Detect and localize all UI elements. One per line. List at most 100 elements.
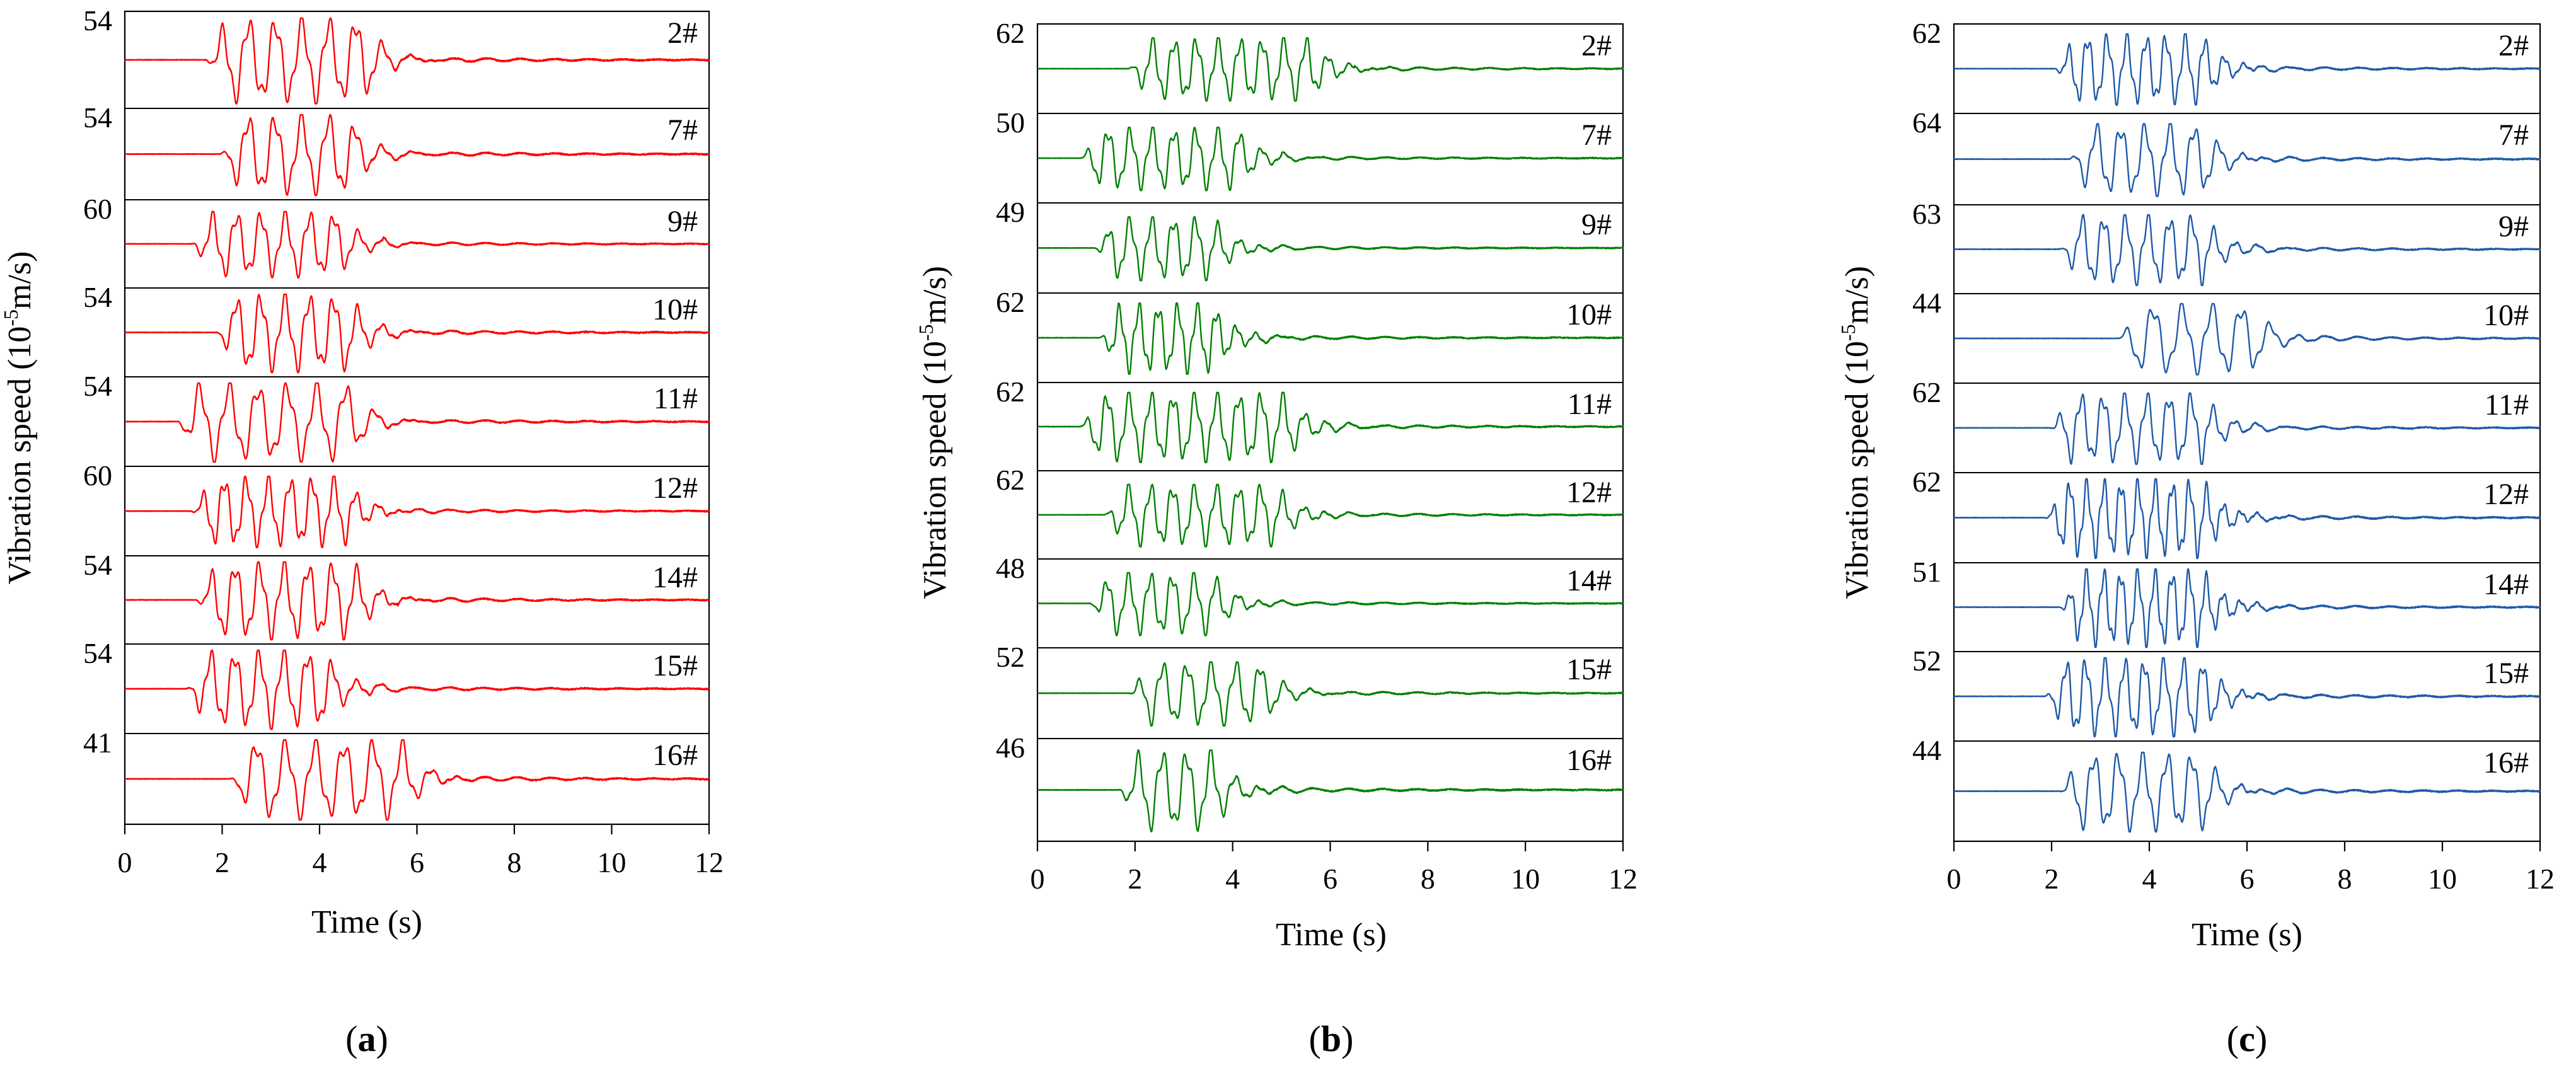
waveform-16 bbox=[124, 739, 710, 821]
panel-label-letter: a bbox=[358, 1018, 376, 1059]
y-axis-label: Vibration speed (10-5m/s) bbox=[0, 251, 38, 585]
x-tick-label: 4 bbox=[2142, 863, 2157, 895]
panel-label-close: ) bbox=[2255, 1018, 2267, 1059]
x-axis-label: Time (s) bbox=[311, 904, 422, 940]
x-tick-label: 8 bbox=[2338, 863, 2352, 895]
channel-label: 7# bbox=[2498, 118, 2529, 152]
channel-peak-label: 54 bbox=[83, 281, 112, 313]
channel-label: 9# bbox=[2498, 210, 2529, 243]
waveform-10 bbox=[124, 293, 710, 374]
y-axis-label-unit: m/s) bbox=[2, 251, 38, 309]
x-tick-label: 0 bbox=[118, 846, 132, 878]
channel-label: 15# bbox=[2483, 657, 2529, 690]
channel-label: 16# bbox=[1566, 744, 1612, 777]
waveform-10 bbox=[1037, 302, 1624, 375]
panel-label-close: ) bbox=[376, 1018, 388, 1059]
channel-peak-label: 62 bbox=[1912, 17, 1941, 49]
channel-label: 11# bbox=[1568, 388, 1612, 421]
panel-label-open: ( bbox=[345, 1018, 357, 1059]
channel-peak-label: 44 bbox=[1912, 734, 1941, 766]
panel-label: (a) bbox=[345, 1018, 388, 1059]
y-axis-label-unit: m/s) bbox=[1839, 266, 1875, 324]
channel-label: 14# bbox=[2483, 568, 2529, 601]
x-tick-label: 12 bbox=[1609, 863, 1637, 895]
waveform-2 bbox=[1953, 33, 2541, 106]
channel-label: 10# bbox=[1566, 298, 1612, 331]
panel-label-letter: c bbox=[2239, 1018, 2255, 1059]
waveform-15 bbox=[1037, 661, 1624, 727]
panel-label-close: ) bbox=[1341, 1018, 1353, 1059]
channel-peak-label: 62 bbox=[996, 376, 1025, 408]
channel-label: 7# bbox=[667, 113, 698, 147]
waveform-9 bbox=[1953, 214, 2541, 286]
channel-peak-label: 54 bbox=[83, 4, 112, 37]
panel-label: (b) bbox=[1309, 1018, 1354, 1059]
x-axis-label: Time (s) bbox=[2192, 917, 2302, 953]
channel-label: 12# bbox=[1566, 476, 1612, 509]
waveform-14 bbox=[1037, 572, 1624, 636]
x-tick-label: 4 bbox=[1225, 863, 1240, 895]
channel-peak-label: 63 bbox=[1912, 198, 1941, 230]
channel-label: 7# bbox=[1581, 118, 1612, 152]
channel-peak-label: 62 bbox=[996, 17, 1025, 49]
channel-label: 9# bbox=[667, 205, 698, 238]
x-tick-label: 12 bbox=[695, 846, 724, 878]
channel-peak-label: 62 bbox=[996, 464, 1025, 496]
waveform-2 bbox=[124, 17, 710, 105]
waveform-16 bbox=[1953, 751, 2541, 833]
channel-label: 2# bbox=[2498, 29, 2529, 62]
channel-peak-label: 62 bbox=[1912, 376, 1941, 408]
waveform-10 bbox=[1953, 302, 2541, 376]
channel-label: 16# bbox=[652, 739, 698, 772]
channel-peak-label: 64 bbox=[1912, 106, 1941, 139]
waveform-11 bbox=[1953, 392, 2541, 465]
y-axis-label-exponent: -5 bbox=[915, 324, 937, 341]
x-tick-label: 4 bbox=[313, 846, 327, 878]
x-tick-label: 0 bbox=[1031, 863, 1045, 895]
x-tick-label: 6 bbox=[2240, 863, 2255, 895]
channel-peak-label: 54 bbox=[83, 101, 112, 134]
channel-label: 9# bbox=[1581, 208, 1612, 241]
waveform-12 bbox=[124, 475, 710, 548]
waveform-11 bbox=[124, 382, 710, 463]
channel-label: 11# bbox=[2485, 388, 2529, 422]
waveform-7 bbox=[124, 113, 710, 197]
waveform-9 bbox=[1037, 216, 1624, 282]
panel-b: 62 2#50 7#49 9#62 10#62 11#62 12#48 14#52 15#46 1… bbox=[915, 17, 1637, 1059]
x-tick-label: 8 bbox=[1421, 863, 1435, 895]
y-axis-label-main: Vibration speed (10 bbox=[2, 326, 38, 585]
channel-label: 12# bbox=[652, 471, 698, 505]
channel-label: 2# bbox=[1581, 29, 1612, 62]
channel-peak-label: 52 bbox=[996, 641, 1025, 673]
channel-peak-label: 54 bbox=[83, 549, 112, 581]
x-tick-label: 10 bbox=[1511, 863, 1540, 895]
channel-peak-label: 41 bbox=[83, 727, 112, 759]
channel-label: 14# bbox=[1566, 564, 1612, 597]
waveform-7 bbox=[1953, 123, 2541, 197]
x-tick-label: 8 bbox=[507, 846, 522, 878]
waveform-12 bbox=[1037, 483, 1624, 548]
channel-peak-label: 60 bbox=[83, 459, 112, 492]
y-axis-label: Vibration speed (10-5m/s) bbox=[1837, 266, 1875, 599]
channel-label: 10# bbox=[652, 293, 698, 326]
channel-peak-label: 62 bbox=[996, 286, 1025, 318]
x-tick-label: 2 bbox=[215, 846, 229, 878]
x-tick-label: 0 bbox=[1947, 863, 1961, 895]
waveform-7 bbox=[1037, 126, 1624, 192]
x-tick-label: 2 bbox=[2045, 863, 2059, 895]
waveform-9 bbox=[124, 210, 710, 279]
channel-peak-label: 62 bbox=[1912, 466, 1941, 498]
channel-label: 2# bbox=[667, 16, 698, 50]
x-axis-label: Time (s) bbox=[1276, 917, 1387, 953]
waveform-16 bbox=[1037, 749, 1624, 832]
channel-peak-label: 60 bbox=[83, 193, 112, 225]
panel-label-letter: b bbox=[1321, 1018, 1341, 1059]
y-axis-label: Vibration speed (10-5m/s) bbox=[915, 266, 953, 599]
channel-peak-label: 52 bbox=[1912, 645, 1941, 677]
x-tick-label: 6 bbox=[410, 846, 424, 878]
x-tick-label: 2 bbox=[1128, 863, 1142, 895]
y-axis-label-main: Vibration speed (10 bbox=[1839, 341, 1875, 599]
channel-label: 11# bbox=[654, 382, 698, 415]
